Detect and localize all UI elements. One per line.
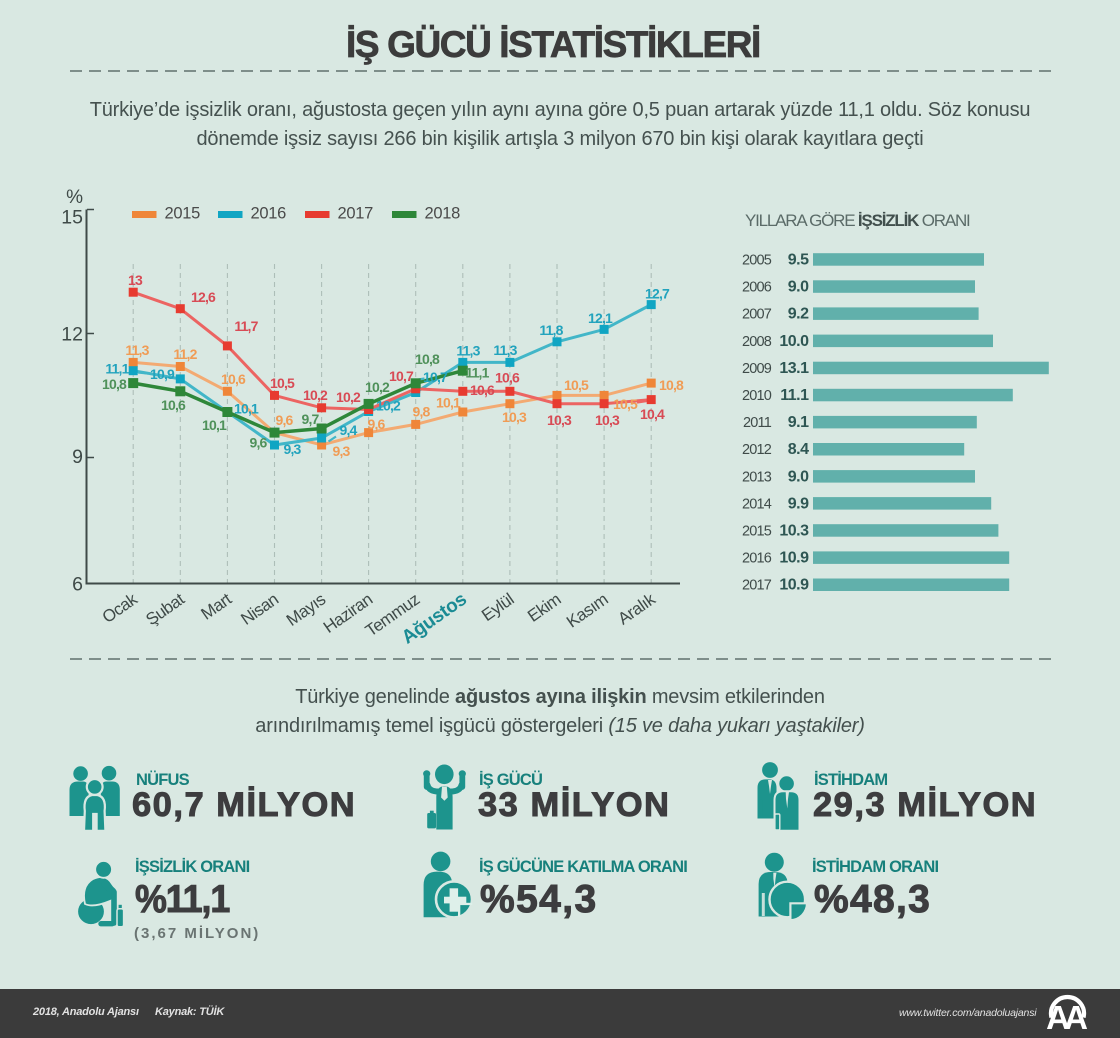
svg-text:2005: 2005 xyxy=(742,253,772,269)
svg-text:10,5: 10,5 xyxy=(564,377,589,393)
svg-text:13.1: 13.1 xyxy=(779,360,809,377)
svg-text:9.2: 9.2 xyxy=(788,306,809,323)
svg-text:11,2: 11,2 xyxy=(173,346,197,362)
svg-text:15: 15 xyxy=(61,207,83,229)
svg-text:9: 9 xyxy=(72,446,83,468)
svg-text:9,6: 9,6 xyxy=(275,412,293,428)
svg-text:10,2: 10,2 xyxy=(303,387,328,403)
svg-text:2018: 2018 xyxy=(425,205,461,223)
svg-text:Aralık: Aralık xyxy=(614,589,659,628)
svg-text:10,2: 10,2 xyxy=(365,379,390,395)
svg-text:2015: 2015 xyxy=(742,524,772,540)
svg-text:9,3: 9,3 xyxy=(283,441,301,457)
svg-text:10,4: 10,4 xyxy=(640,406,665,422)
svg-text:Mart: Mart xyxy=(198,589,236,623)
svg-text:Eylül: Eylül xyxy=(478,590,517,625)
svg-text:11,1: 11,1 xyxy=(105,361,129,377)
svg-text:10,1: 10,1 xyxy=(234,401,259,417)
svg-text:2010: 2010 xyxy=(742,388,772,404)
svg-text:9,6: 9,6 xyxy=(367,416,385,432)
svg-text:10,3: 10,3 xyxy=(502,409,527,425)
svg-text:8.4: 8.4 xyxy=(788,441,809,458)
svg-text:9,8: 9,8 xyxy=(412,404,430,420)
svg-text:9,4: 9,4 xyxy=(339,422,357,438)
svg-text:12,7: 12,7 xyxy=(645,286,670,302)
svg-text:10,7: 10,7 xyxy=(389,368,414,384)
svg-text:Şubat: Şubat xyxy=(142,589,188,629)
svg-text:10,3: 10,3 xyxy=(547,412,572,428)
svg-text:10.0: 10.0 xyxy=(779,333,809,350)
svg-text:10,7: 10,7 xyxy=(423,369,448,385)
svg-text:2008: 2008 xyxy=(742,334,772,350)
svg-text:10,1: 10,1 xyxy=(436,395,461,411)
svg-text:10,1: 10,1 xyxy=(202,417,227,433)
svg-text:2013: 2013 xyxy=(742,469,772,485)
svg-text:6: 6 xyxy=(72,574,83,596)
svg-text:9,7: 9,7 xyxy=(301,411,319,427)
svg-text:Ekim: Ekim xyxy=(524,590,564,626)
svg-text:12,6: 12,6 xyxy=(191,289,216,305)
svg-text:2009: 2009 xyxy=(742,361,772,377)
svg-text:2011: 2011 xyxy=(743,415,772,431)
svg-text:10.3: 10.3 xyxy=(779,523,809,540)
svg-text:9.5: 9.5 xyxy=(788,252,809,269)
svg-text:10,8: 10,8 xyxy=(102,376,127,392)
svg-text:9.0: 9.0 xyxy=(788,468,809,485)
svg-text:9,3: 9,3 xyxy=(332,443,350,459)
svg-text:9.9: 9.9 xyxy=(788,495,809,512)
svg-text:2012: 2012 xyxy=(742,442,772,458)
svg-text:2017: 2017 xyxy=(742,578,772,594)
svg-text:10,2: 10,2 xyxy=(376,398,401,414)
svg-text:12,1: 12,1 xyxy=(588,310,613,326)
svg-text:2015: 2015 xyxy=(165,205,201,223)
svg-text:11,7: 11,7 xyxy=(234,318,258,334)
svg-text:13: 13 xyxy=(128,272,143,288)
svg-text:9.0: 9.0 xyxy=(788,279,809,296)
svg-text:2017: 2017 xyxy=(338,205,374,223)
svg-text:9,6: 9,6 xyxy=(249,435,267,451)
svg-text:9.1: 9.1 xyxy=(788,414,809,431)
svg-text:10.9: 10.9 xyxy=(779,550,809,567)
svg-text:10,5: 10,5 xyxy=(613,396,638,412)
svg-text:2016: 2016 xyxy=(742,551,772,567)
svg-text:10,6: 10,6 xyxy=(495,370,520,386)
svg-text:12: 12 xyxy=(61,324,83,346)
svg-text:10,6: 10,6 xyxy=(221,371,246,387)
svg-text:2014: 2014 xyxy=(742,496,772,512)
svg-text:11,3: 11,3 xyxy=(125,342,149,358)
svg-text:11,8: 11,8 xyxy=(539,322,563,338)
svg-text:2006: 2006 xyxy=(742,280,772,296)
svg-text:10,5: 10,5 xyxy=(270,375,295,391)
svg-text:11.1: 11.1 xyxy=(780,387,809,404)
svg-text:10,9: 10,9 xyxy=(150,366,175,382)
svg-text:Nisan: Nisan xyxy=(237,590,281,629)
svg-text:%: % xyxy=(66,187,83,208)
svg-text:2007: 2007 xyxy=(742,307,772,323)
svg-text:Kasım: Kasım xyxy=(563,590,612,632)
svg-text:YILLARA GÖRE İŞSİZLİK ORANI: YILLARA GÖRE İŞSİZLİK ORANI xyxy=(745,211,970,230)
svg-text:2016: 2016 xyxy=(251,205,287,223)
svg-text:11,3: 11,3 xyxy=(493,342,517,358)
svg-text:11,1: 11,1 xyxy=(465,365,489,381)
svg-text:10,2: 10,2 xyxy=(336,389,361,405)
svg-text:11,3: 11,3 xyxy=(456,343,480,359)
svg-text:Ocak: Ocak xyxy=(99,589,142,627)
svg-text:10,6: 10,6 xyxy=(470,382,495,398)
svg-text:10,3: 10,3 xyxy=(595,412,620,428)
svg-text:10.9: 10.9 xyxy=(779,577,809,594)
svg-text:10,8: 10,8 xyxy=(415,351,440,367)
svg-text:10,6: 10,6 xyxy=(161,397,186,413)
svg-text:10,8: 10,8 xyxy=(659,377,684,393)
